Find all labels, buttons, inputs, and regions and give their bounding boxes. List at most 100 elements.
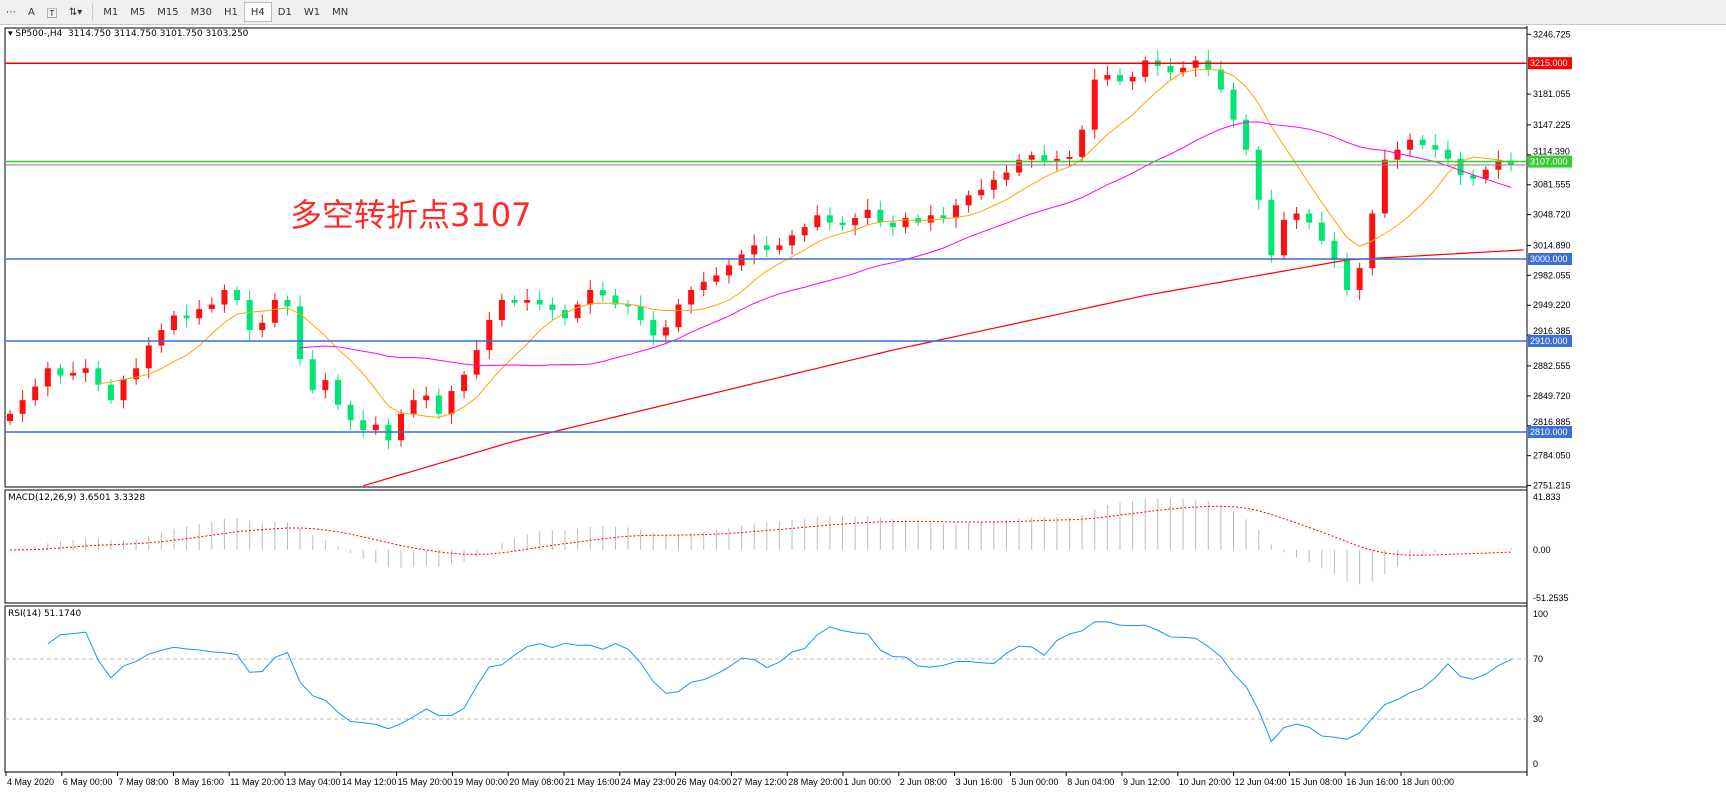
bull-candle — [1356, 268, 1363, 290]
time-label: 15 Jun 08:00 — [1290, 777, 1342, 787]
timeframe-d1[interactable]: D1 — [277, 6, 292, 18]
arrows-icon[interactable]: ⇅▾ — [68, 6, 83, 18]
bull-candle — [1180, 67, 1187, 73]
timeframe-m1[interactable]: M1 — [103, 6, 119, 18]
bull-candle — [32, 386, 39, 401]
rsi-label: RSI(14) 51.1740 — [8, 609, 82, 619]
level-tag — [1528, 155, 1572, 168]
bull-candle — [19, 400, 26, 414]
level-tag — [1528, 334, 1572, 347]
bear-candle — [1318, 222, 1325, 241]
symbol-label: SP500-,H4 — [15, 29, 63, 39]
bear-candle — [877, 209, 884, 223]
bear-candle — [1331, 240, 1338, 260]
bear-candle — [1041, 155, 1048, 161]
bear-candle — [1419, 139, 1426, 146]
panel-frame — [4, 605, 1528, 773]
bear-candle — [107, 384, 114, 401]
timeframe-h4[interactable]: H4 — [243, 2, 272, 22]
ohlc-values: 3114.750 3114.750 3101.750 3103.250 — [68, 29, 249, 39]
period-separator-icon[interactable]: ⋯ — [6, 6, 16, 18]
bull-candle — [902, 218, 909, 228]
bull-candle — [725, 265, 732, 276]
timeframe-m5[interactable]: M5 — [130, 6, 146, 18]
macd-tick: 41.833 — [1533, 492, 1561, 502]
bull-candle — [1091, 79, 1098, 130]
bull-candle — [398, 413, 405, 441]
bull-candle — [410, 400, 417, 414]
price-tick-label: 2816.885 — [1533, 417, 1571, 427]
price-tick-label: 3081.555 — [1533, 180, 1571, 190]
bull-candle — [158, 330, 165, 346]
separator — [92, 3, 94, 21]
bull-candle — [498, 299, 505, 321]
bull-candle — [587, 289, 594, 305]
rsi-tick: 100 — [1533, 609, 1548, 619]
price-tick-label: 3246.725 — [1533, 29, 1571, 39]
bear-candle — [435, 395, 442, 414]
price-tick-label: 3181.055 — [1533, 89, 1571, 99]
bear-candle — [1205, 60, 1212, 70]
bear-candle — [1344, 259, 1351, 290]
bear-candle — [1255, 149, 1262, 200]
bull-candle — [1394, 149, 1401, 160]
time-label: 7 May 08:00 — [119, 777, 169, 787]
bull-candle — [1280, 219, 1287, 256]
bull-candle — [1079, 129, 1086, 157]
time-label: 20 May 08:00 — [509, 777, 564, 787]
bear-candle — [234, 289, 241, 300]
time-label: 24 May 23:00 — [621, 777, 676, 787]
time-label: 3 Jun 16:00 — [956, 777, 1003, 787]
price-tick-label: 3147.225 — [1533, 120, 1571, 130]
time-label: 21 May 16:00 — [565, 777, 620, 787]
bull-candle — [1407, 139, 1414, 150]
bull-candle — [927, 215, 934, 223]
bull-candle — [852, 218, 859, 226]
bull-candle — [1192, 60, 1199, 68]
level-tag-label: 3000.000 — [1530, 254, 1568, 264]
timeframe-w1[interactable]: W1 — [303, 6, 321, 18]
bull-candle — [990, 179, 997, 190]
bull-candle — [271, 299, 278, 323]
macd-tick: 0.00 — [1533, 545, 1551, 555]
time-label: 11 May 20:00 — [230, 777, 284, 787]
bear-candle — [1470, 175, 1477, 179]
chart-window[interactable]: 3246.725 3181.055 3147.225 3114.390 3081.555… — [4, 26, 1726, 791]
timeframe-m15[interactable]: M15 — [157, 6, 179, 18]
chart-canvas[interactable]: 3246.725 3181.055 3147.225 3114.390 3081.555… — [4, 26, 1726, 791]
bull-candle — [120, 379, 127, 401]
time-label: 4 May 2020 — [7, 777, 54, 787]
text-icon[interactable]: A — [28, 6, 35, 18]
time-label: 19 May 00:00 — [453, 777, 508, 787]
bear-candle — [334, 380, 341, 405]
bull-candle — [1482, 169, 1489, 179]
bull-candle — [751, 245, 758, 255]
bull-candle — [221, 289, 228, 305]
bull-candle — [82, 368, 89, 373]
level-tag-label: 3107.000 — [1530, 157, 1568, 167]
time-label: 16 Jun 16:00 — [1346, 777, 1398, 787]
bull-candle — [1003, 172, 1010, 180]
panel-frame — [4, 27, 1528, 488]
bear-candle — [511, 299, 518, 303]
level-tag — [1528, 253, 1572, 265]
level-tag-label: 3215.000 — [1530, 58, 1568, 68]
time-label: 12 Jun 04:00 — [1235, 777, 1287, 787]
bear-candle — [826, 215, 833, 223]
rsi-tick: 30 — [1533, 714, 1543, 724]
timeframe-bar: M1 M5 M15 M30 H1 H4 D1 W1 MN — [97, 2, 354, 22]
timeframe-m30[interactable]: M30 — [190, 6, 212, 18]
bull-candle — [322, 380, 329, 391]
timeframe-mn[interactable]: MN — [332, 6, 349, 18]
text-label-icon[interactable]: 🅃 — [46, 8, 57, 20]
bull-candle — [1293, 213, 1300, 220]
timeframe-h1[interactable]: H1 — [223, 6, 238, 18]
bull-candle — [978, 189, 985, 196]
bull-candle — [145, 345, 152, 369]
bull-candle — [1066, 156, 1073, 159]
time-label: 13 May 04:00 — [286, 777, 341, 787]
bear-candle — [309, 359, 316, 391]
bear-candle — [1116, 75, 1123, 82]
bear-candle — [1457, 158, 1464, 176]
price-tick-label: 2751.215 — [1533, 481, 1571, 491]
